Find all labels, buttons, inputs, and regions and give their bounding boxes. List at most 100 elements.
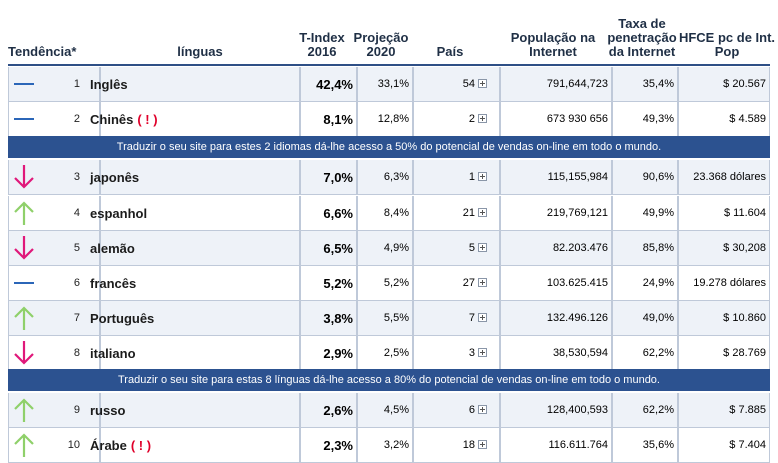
header-country: País (436, 44, 464, 59)
country-count: 7 (468, 312, 475, 324)
tindex-value: 2,3% (323, 438, 353, 453)
language-label: Inglês (90, 77, 128, 92)
table-cell (612, 231, 678, 266)
header-penetration: Taxa de penetração da Internet (606, 17, 678, 59)
header-hfce-line1: HFCE pc de Int. (678, 30, 776, 45)
table-cell (678, 301, 770, 336)
table-cell (413, 160, 500, 195)
table-row: 1 Inglês 42,4% 33,1% 54 791,644,723 35,4% $ 20.… (8, 67, 770, 102)
trend-up-arrow-icon (14, 433, 34, 457)
internet-population: 116.611.764 (548, 439, 608, 451)
tindex-value: 2,9% (323, 346, 353, 361)
hfce-value: $ 7.885 (729, 404, 766, 416)
table-cell (357, 301, 413, 336)
table-cell (500, 393, 612, 428)
table-cell (612, 160, 678, 195)
trend-down-arrow-icon (14, 165, 34, 189)
table-cell (8, 67, 100, 102)
projection-value: 4,9% (383, 242, 409, 254)
expand-plus-icon[interactable] (478, 208, 487, 217)
table-cell (413, 301, 500, 336)
table-row: 10 Árabe( ! ) 2,3% 3,2% 18 116.611.764 35,6% $ … (8, 428, 770, 463)
table-cell (357, 160, 413, 195)
expand-plus-icon[interactable] (478, 348, 487, 357)
rank-number: 3 (73, 171, 80, 183)
expand-plus-icon[interactable] (478, 405, 487, 414)
table-cell (8, 231, 100, 266)
expand-plus-icon[interactable] (478, 313, 487, 322)
expand-plus-icon[interactable] (478, 278, 487, 287)
trend-down-arrow-icon (14, 236, 34, 260)
table-cell (8, 266, 100, 301)
table-cell (300, 393, 357, 428)
tindex-value: 2,6% (323, 403, 353, 418)
internet-population: 673 930 656 (546, 113, 608, 125)
hfce-value: $ 4.589 (729, 113, 766, 125)
language-name: italiano (90, 336, 136, 371)
projection-value: 3,2% (383, 439, 409, 451)
header-taxa-line2: penetração (607, 30, 677, 45)
penetration-rate: 24,9% (642, 277, 674, 289)
rank-number: 7 (73, 312, 80, 324)
expand-plus-icon[interactable] (478, 243, 487, 252)
tindex-value: 8,1% (323, 112, 353, 127)
header-tindex: T-Index 2016 (292, 31, 352, 59)
table-cell (100, 67, 300, 102)
header-languages: línguas (177, 44, 223, 59)
table-cell (678, 196, 770, 231)
table-row: 3 japonês 7,0% 6,3% 1 115,155,984 90,6% 23.368 … (8, 160, 770, 195)
header-tindex-line2: 2016 (307, 44, 337, 59)
projection-value: 5,5% (383, 312, 409, 324)
expand-plus-icon[interactable] (478, 440, 487, 449)
table-cell (100, 266, 300, 301)
expand-plus-icon[interactable] (478, 79, 487, 88)
header-pop-line1: População na (510, 30, 596, 45)
table-cell (500, 160, 612, 195)
table-cell (357, 393, 413, 428)
internet-population: 115,155,984 (547, 171, 608, 183)
tindex-value: 7,0% (323, 170, 353, 185)
projection-value: 33,1% (377, 78, 409, 90)
language-name: Inglês (90, 67, 128, 102)
table-cell (100, 196, 300, 231)
penetration-rate: 85,8% (642, 242, 674, 254)
table-row: 6 francês 5,2% 5,2% 27 103.625.415 24,9% 19.278… (8, 266, 770, 301)
trend-up-arrow-icon (14, 306, 34, 330)
internet-population: 791,644,723 (546, 78, 608, 90)
country-count: 1 (468, 171, 475, 183)
penetration-rate: 35,4% (642, 78, 674, 90)
expand-plus-icon[interactable] (478, 114, 487, 123)
language-label: francês (90, 276, 137, 291)
header-proj-line2: 2020 (366, 44, 396, 59)
language-name: alemão (90, 231, 135, 266)
table-row: 4 espanhol 6,6% 8,4% 21 219,769,121 49,9% $ 11.… (8, 196, 770, 231)
language-label: espanhol (90, 206, 148, 221)
table-cell (413, 196, 500, 231)
penetration-rate: 90,6% (642, 171, 674, 183)
language-label: italiano (90, 346, 136, 361)
projection-value: 8,4% (383, 207, 409, 219)
tindex-value: 6,5% (323, 241, 353, 256)
table-cell (8, 160, 100, 195)
trend-flat-icon (14, 118, 34, 120)
hfce-value: 19.278 dólares (693, 277, 766, 289)
table-cell (300, 196, 357, 231)
header-pop-line2: Internet (529, 44, 577, 59)
table-cell (357, 231, 413, 266)
table-cell (357, 266, 413, 301)
tindex-value: 6,6% (323, 206, 353, 221)
table-cell (300, 301, 357, 336)
table-cell (413, 231, 500, 266)
language-name: russo (90, 393, 125, 428)
projection-value: 12,8% (377, 113, 409, 125)
language-label: japonês (90, 170, 140, 185)
language-name: francês (90, 266, 136, 301)
penetration-rate: 35,6% (642, 439, 674, 451)
penetration-rate: 49,9% (642, 207, 674, 219)
expand-plus-icon[interactable] (478, 172, 487, 181)
table-cell (678, 266, 770, 301)
rank-number: 1 (73, 78, 80, 90)
header-hfce: HFCE pc de Int. Pop (676, 31, 778, 59)
penetration-rate: 49,3% (642, 113, 674, 125)
